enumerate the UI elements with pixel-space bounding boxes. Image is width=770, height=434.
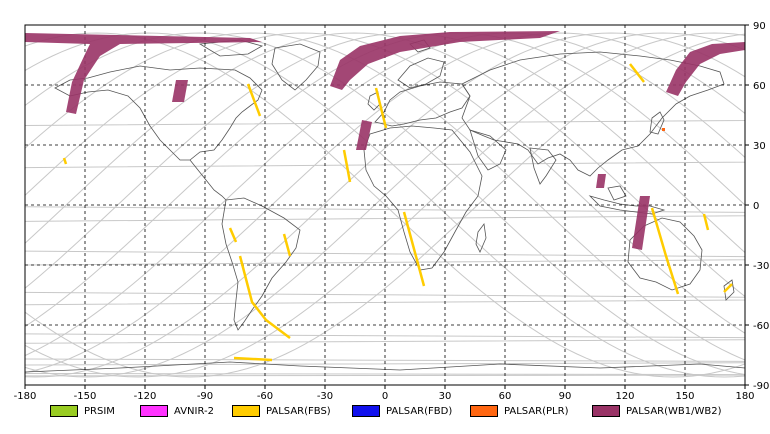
legend-item: PALSAR(FBS) [232, 404, 331, 418]
coastlines [24, 39, 746, 373]
coast-australia [627, 217, 703, 291]
orbit-track [25, 32, 745, 378]
coverage-swaths [25, 31, 745, 362]
swath-fbs-europe [374, 87, 388, 129]
legend-swatch [232, 405, 260, 417]
coast-indonesia [588, 195, 666, 215]
x-tick-label: 30 [439, 391, 452, 402]
y-tick-label: 90 [753, 21, 766, 32]
coast-asia [461, 51, 725, 177]
coast-antarctica [24, 361, 746, 373]
x-tick-label: 90 [559, 391, 572, 402]
coast-japan [649, 111, 665, 135]
coast-north-america [54, 65, 263, 161]
x-axis: -180 -150 -120 -90 -60 -30 0 30 60 90 120 150 180 [14, 385, 755, 402]
swath-fbs-canada [246, 83, 262, 117]
coast-central-america [189, 159, 227, 201]
swath-fbs-coral [702, 213, 710, 231]
legend: PRSIM AVNIR-2 PALSAR(FBS) PALSAR(FBD) PALSAR… [0, 400, 770, 422]
legend-label: PRSIM [84, 405, 115, 417]
swath-wb-indonesia [632, 196, 650, 250]
orbit-track [25, 32, 745, 357]
x-tick-label: 60 [499, 391, 512, 402]
y-tick-label: -30 [753, 261, 769, 272]
swath-fbs-nz [723, 283, 733, 293]
swath-wb-south-china [596, 174, 606, 188]
orbit-track [25, 32, 745, 378]
legend-item: PALSAR(FBD) [352, 404, 452, 418]
legend-swatch [470, 405, 498, 417]
swath-fbs-africa [402, 211, 426, 287]
legend-label: PALSAR(PLR) [504, 405, 569, 417]
swath-wb-arctic-west [25, 33, 262, 114]
swath-fbs-andes [238, 255, 291, 339]
legend-swatch [140, 405, 168, 417]
graticule-grid [25, 25, 745, 385]
x-tick-label: -180 [14, 391, 37, 402]
x-tick-label: 180 [735, 391, 754, 402]
orbit-track [25, 32, 745, 378]
x-tick-label: 120 [615, 391, 634, 402]
x-tick-label: 150 [675, 391, 694, 402]
x-tick-label: -60 [257, 391, 273, 402]
orbit-track [25, 33, 745, 378]
swath-fbs-atlantic [342, 149, 352, 183]
swath-wb-arctic-center [330, 31, 560, 90]
legend-label: PALSAR(FBS) [266, 405, 331, 417]
coast-new-zealand [723, 279, 735, 301]
legend-swatch [352, 405, 380, 417]
swath-wb-canada [172, 80, 188, 102]
swath-fbs-andes-north [228, 227, 238, 243]
swath-fbs-pacific [62, 157, 68, 165]
coast-madagascar [475, 222, 487, 253]
legend-item: AVNIR-2 [140, 404, 214, 418]
y-tick-label: 60 [753, 81, 766, 92]
swath-wb-arctic-east [666, 42, 745, 96]
legend-item: PALSAR(PLR) [470, 404, 568, 418]
legend-swatch [50, 405, 78, 417]
orbit-track [25, 32, 745, 378]
legend-swatch [592, 405, 620, 417]
legend-item: PRSIM [50, 404, 115, 418]
legend-label: PALSAR(FBD) [386, 405, 453, 417]
swath-plr-marker [662, 128, 665, 131]
coast-india [529, 147, 557, 185]
x-tick-label: -150 [74, 391, 97, 402]
coast-arabia [469, 129, 507, 171]
coast-africa [363, 125, 483, 271]
coast-scandinavia [397, 57, 445, 89]
y-tick-label: -60 [753, 321, 769, 332]
orbit-track [25, 32, 745, 361]
y-tick-label: 30 [753, 141, 766, 152]
x-tick-label: -30 [317, 391, 333, 402]
swath-fbs-brazil [282, 233, 292, 257]
swath-fbs-japan [629, 63, 645, 83]
y-tick-label: -90 [753, 381, 769, 392]
legend-label: AVNIR-2 [174, 405, 214, 417]
legend-label: PALSAR(WB1/WB2) [626, 405, 722, 417]
x-tick-label: -120 [134, 391, 157, 402]
coast-south-america [221, 197, 301, 331]
coast-borneo [607, 185, 627, 201]
coast-greenland [271, 43, 321, 91]
swath-fbs-antarctica [233, 356, 273, 362]
swath-fbs-australia [650, 207, 680, 295]
y-axis: 90 60 30 0 -30 -60 -90 [745, 21, 769, 392]
legend-item: PALSAR(WB1/WB2) [592, 404, 722, 418]
x-tick-label: -90 [197, 391, 213, 402]
x-tick-label: 0 [382, 391, 388, 402]
orbit-track [25, 32, 745, 374]
y-tick-label: 0 [753, 201, 759, 212]
swath-wb-atlantic [356, 120, 372, 150]
